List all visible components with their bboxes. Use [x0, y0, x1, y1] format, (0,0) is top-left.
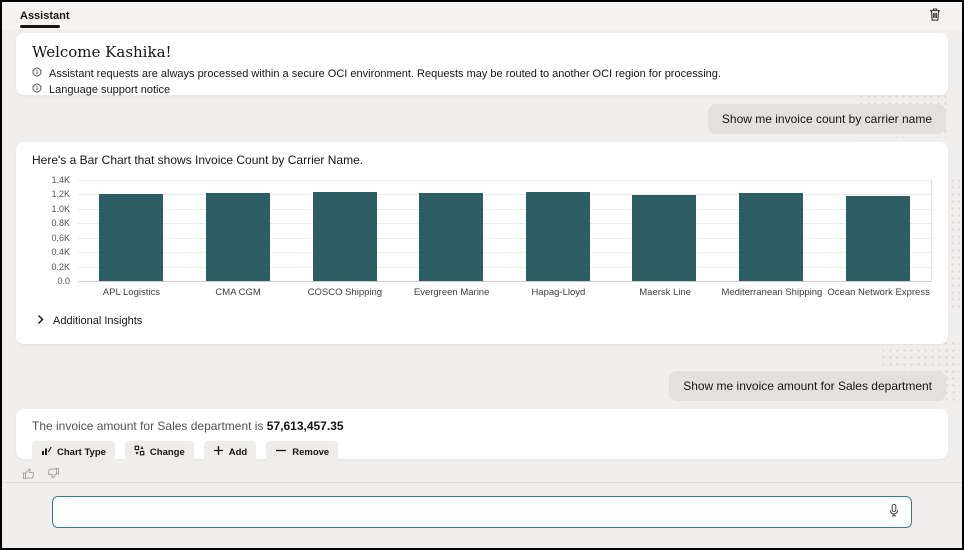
bar	[525, 192, 590, 281]
amount-text-prefix: The invoice amount for Sales department …	[32, 419, 267, 433]
security-notice-text: Assistant requests are always processed …	[49, 68, 721, 80]
feedback-row	[16, 467, 948, 482]
chart-intro-text: Here's a Bar Chart that shows Invoice Co…	[32, 153, 364, 167]
x-axis-label: Mediterranean Shipping	[721, 287, 823, 298]
remove-button[interactable]: Remove	[266, 441, 339, 463]
y-axis-tick: 0.4K	[51, 247, 70, 258]
language-notice-text: Language support notice	[49, 84, 171, 96]
tab-assistant-label: Assistant	[20, 10, 70, 22]
chevron-right-icon	[36, 312, 45, 330]
additional-insights-label: Additional Insights	[53, 315, 143, 327]
info-icon	[32, 67, 42, 82]
chart-type-button[interactable]: Chart Type	[32, 441, 115, 463]
gridline	[78, 194, 931, 196]
add-button[interactable]: Add	[203, 441, 257, 463]
microphone-icon	[887, 503, 901, 521]
x-axis-label: Maersk Line	[639, 287, 691, 298]
bar-slot	[505, 180, 612, 281]
thumbs-up-button[interactable]	[22, 467, 35, 482]
x-axis-label: Hapag-Lloyd	[531, 287, 586, 298]
microphone-button[interactable]	[887, 503, 901, 521]
tab-assistant[interactable]: Assistant	[20, 2, 70, 30]
amount-response-card: The invoice amount for Sales department …	[16, 409, 948, 463]
bar	[845, 195, 910, 281]
clear-conversation-button[interactable]	[926, 5, 944, 27]
x-labels-row: APL Logistics CMA CGM COSCO Shipping Evergr…	[78, 287, 932, 298]
language-notice: Language support notice	[32, 83, 932, 98]
plus-icon	[213, 445, 224, 459]
bar-slot	[824, 180, 931, 281]
change-button[interactable]: Change	[124, 441, 194, 463]
bar-slot	[78, 180, 185, 281]
header-bar: Assistant	[2, 2, 962, 30]
x-axis-label: APL Logistics	[102, 287, 160, 298]
additional-insights-toggle[interactable]: Additional Insights	[36, 312, 932, 330]
y-axis-tick: 0.0	[57, 276, 70, 286]
action-chips-row: Chart Type Change	[32, 441, 932, 463]
bars-row	[78, 180, 931, 281]
amount-value: 57,613,457.35	[266, 419, 344, 433]
x-axis-label: CMA CGM	[215, 287, 261, 298]
welcome-title: Welcome Kashika!	[32, 43, 172, 61]
welcome-card: Welcome Kashika! Assistant requests are …	[16, 33, 948, 98]
x-axis-label: Evergreen Marine	[413, 287, 490, 298]
bar-slot	[611, 180, 718, 281]
thumbs-up-icon	[22, 467, 35, 482]
y-axis-tick: 1.2K	[51, 189, 70, 200]
bar	[312, 192, 377, 281]
y-axis-tick: 1.0K	[51, 203, 70, 214]
x-axis-label: Ocean Network Express	[827, 287, 930, 298]
bar	[205, 193, 270, 281]
remove-label: Remove	[292, 446, 330, 458]
change-label: Change	[149, 446, 185, 458]
gridline	[78, 237, 931, 239]
bar	[632, 195, 697, 281]
plot-area	[78, 180, 932, 282]
y-axis-tick: 1.4K	[51, 175, 70, 185]
bar-slot	[718, 180, 825, 281]
security-notice: Assistant requests are always processed …	[32, 67, 932, 82]
bar	[99, 193, 164, 281]
bar-chart: 1.4K 1.2K 1.0K 0.8K 0.6K 0.4K 0.2K 0.0	[32, 175, 932, 286]
bar-slot	[291, 180, 398, 281]
change-icon	[134, 445, 145, 459]
user-message-row: Show me invoice amount for Sales departm…	[16, 371, 948, 401]
thumbs-down-button[interactable]	[47, 467, 60, 482]
gridline	[78, 252, 931, 254]
user-message-bubble: Show me invoice count by carrier name	[707, 104, 946, 134]
chart-response-card: Here's a Bar Chart that shows Invoice Co…	[16, 142, 948, 344]
gridline	[78, 208, 931, 210]
chart-type-icon	[41, 445, 52, 459]
message-input-box[interactable]	[52, 496, 912, 528]
gridline	[78, 266, 931, 268]
info-icon	[32, 83, 42, 98]
message-input[interactable]	[53, 497, 911, 527]
add-label: Add	[228, 446, 248, 458]
user-message-bubble: Show me invoice amount for Sales departm…	[669, 371, 946, 401]
bar	[739, 193, 804, 281]
gridline	[78, 180, 931, 181]
trash-icon	[928, 7, 942, 25]
amount-response-text: The invoice amount for Sales department …	[32, 418, 932, 434]
bar-slot	[398, 180, 505, 281]
user-message-row: Show me invoice count by carrier name	[16, 104, 948, 134]
chart-type-label: Chart Type	[57, 446, 106, 458]
bar	[419, 193, 484, 281]
thumbs-down-icon	[47, 467, 60, 482]
gridline	[78, 223, 931, 225]
composer-area	[2, 482, 962, 548]
y-axis-tick: 0.8K	[51, 218, 70, 229]
chat-scroll-area: Welcome Kashika! Assistant requests are …	[2, 30, 962, 482]
x-axis-label: COSCO Shipping	[307, 287, 383, 298]
tab-active-indicator	[20, 25, 60, 28]
minus-icon	[275, 445, 287, 459]
gridline	[78, 281, 931, 282]
bar-slot	[185, 180, 292, 281]
y-axis-tick: 0.2K	[51, 261, 70, 272]
y-axis: 1.4K 1.2K 1.0K 0.8K 0.6K 0.4K 0.2K 0.0	[32, 175, 78, 286]
y-axis-tick: 0.6K	[51, 232, 70, 243]
